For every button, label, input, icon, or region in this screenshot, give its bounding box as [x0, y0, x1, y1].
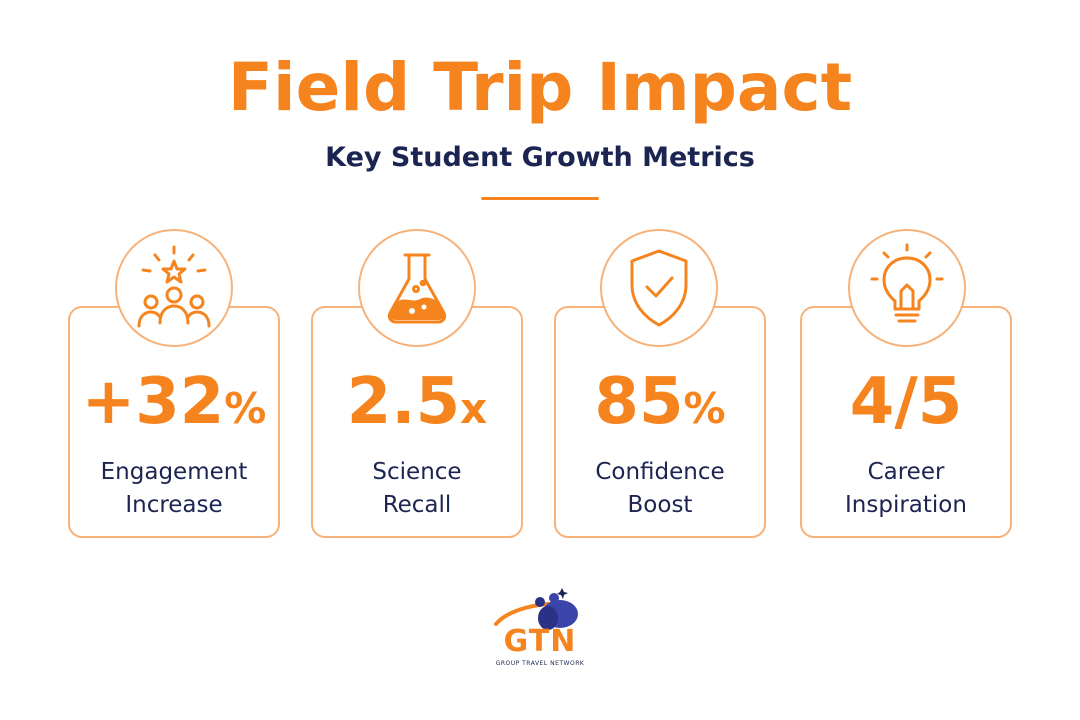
- metric-label: Engagement Increase: [100, 459, 248, 518]
- metric-value: 4/5: [849, 365, 963, 439]
- page-subtitle: Key Student Growth Metrics: [325, 142, 755, 173]
- logo-tagline: GROUP TRAVEL NETWORK: [495, 660, 585, 667]
- metric-card-science: 2.5x Science Recall: [311, 306, 523, 538]
- metric-label: Career Inspiration: [845, 459, 967, 518]
- flask-icon: [358, 229, 476, 347]
- metric-value: +32%: [81, 365, 267, 439]
- gtn-logo-icon: [494, 588, 578, 630]
- metric-value: 2.5x: [346, 365, 488, 439]
- page-title: Field Trip Impact: [227, 49, 853, 126]
- lightbulb-icon: [848, 229, 966, 347]
- metric-label: Science Recall: [372, 459, 462, 518]
- shield-check-icon: [600, 229, 718, 347]
- people-star-icon: [115, 229, 233, 347]
- metric-label: Confidence Boost: [595, 459, 725, 518]
- logo-wordmark: GTN: [503, 624, 577, 659]
- title-divider: [481, 197, 599, 200]
- metric-value: 85%: [594, 365, 726, 439]
